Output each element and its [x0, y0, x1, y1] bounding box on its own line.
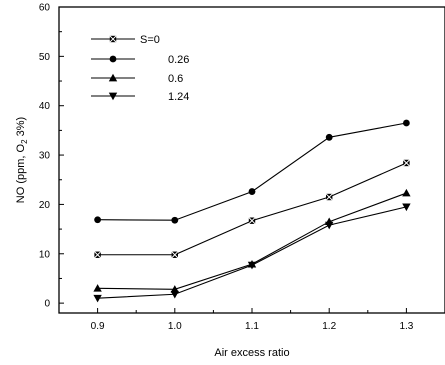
x-axis: 0.9 1.0 1.1 1.2 1.3 [91, 308, 414, 332]
y-tick-label: 10 [39, 249, 51, 260]
y-tick-label: 40 [39, 101, 51, 112]
series-0 [94, 159, 410, 259]
marker-circle [403, 119, 410, 127]
data-point [93, 294, 102, 303]
legend-marker [109, 35, 117, 43]
x-tick-label: 0.9 [91, 321, 105, 332]
y-tick-label: 50 [39, 52, 51, 63]
marker-triangle-down [247, 261, 257, 270]
y-tick-label: 30 [39, 151, 51, 162]
legend-label: 1.24 [168, 91, 189, 103]
marker-triangle-up [402, 188, 411, 197]
legend-item-2: 0.6 [91, 73, 183, 85]
x-axis-title: Air excess ratio [214, 347, 289, 359]
x-tick-label: 1.0 [168, 321, 182, 332]
marker-circle [109, 55, 117, 63]
marker-triangle-up [93, 284, 102, 292]
marker-cross-b [94, 251, 102, 259]
y-axis-title-tail: 3%) [15, 117, 27, 140]
data-point [402, 188, 411, 197]
data-point [402, 203, 411, 212]
legend-item-1: 0.26 [91, 54, 189, 66]
data-point [94, 251, 102, 259]
y-axis-title-main: NO (ppm, O [15, 143, 27, 203]
marker-triangle-down [108, 92, 118, 101]
marker-circle [171, 216, 179, 224]
x-tick-label: 1.1 [245, 321, 259, 332]
marker-triangle-down [170, 290, 179, 299]
marker-cross-b [109, 35, 117, 43]
marker-cross-b [325, 193, 333, 201]
data-point [171, 251, 179, 259]
y-tick-label: 0 [44, 299, 50, 310]
marker-cross-b [248, 217, 256, 225]
y-axis-title: NO (ppm, O2 3%) [15, 117, 29, 203]
y-tick-label: 60 [39, 3, 51, 14]
x-tick-label: 1.2 [322, 321, 336, 332]
series-line [97, 162, 407, 256]
y-tick-label: 20 [39, 200, 51, 211]
y-axis: 0 10 20 30 40 50 60 [39, 3, 64, 310]
series-2 [93, 188, 411, 293]
marker-circle [248, 188, 256, 195]
legend-label: S=0 [140, 34, 160, 46]
series-layer [93, 119, 411, 303]
data-point [247, 261, 257, 270]
data-point [402, 159, 410, 167]
marker-triangle-down [325, 221, 334, 230]
legend: S=0 0.26 0.6 1.24 [91, 34, 189, 103]
x-tick-label: 1.3 [399, 321, 413, 332]
marker-triangle-up [170, 285, 179, 293]
legend-label: 0.26 [168, 54, 189, 66]
legend-marker [108, 73, 118, 82]
legend-marker [109, 55, 117, 63]
marker-circle [325, 133, 333, 141]
legend-item-0: S=0 [91, 34, 160, 46]
marker-circle [94, 216, 101, 224]
data-point [170, 285, 179, 293]
legend-item-3: 1.24 [91, 91, 189, 103]
series-3 [93, 203, 411, 303]
series-line [97, 192, 407, 290]
data-point [325, 193, 333, 201]
series-line [97, 122, 407, 221]
y-axis-title-subscript: 2 [20, 139, 29, 144]
series-1 [94, 119, 410, 224]
marker-cross-b [171, 251, 179, 259]
data-point [248, 188, 256, 195]
data-point [94, 216, 101, 224]
data-point [403, 119, 410, 127]
data-point [170, 290, 179, 299]
marker-triangle-down [402, 203, 411, 212]
data-point [325, 133, 333, 141]
marker-triangle-up [108, 73, 118, 82]
data-point [325, 221, 334, 230]
data-point [171, 216, 179, 224]
marker-triangle-down [93, 294, 102, 303]
data-point [248, 217, 256, 225]
legend-marker [108, 92, 118, 101]
legend-label: 0.6 [168, 73, 183, 85]
data-point [93, 284, 102, 292]
marker-cross-b [402, 159, 410, 167]
